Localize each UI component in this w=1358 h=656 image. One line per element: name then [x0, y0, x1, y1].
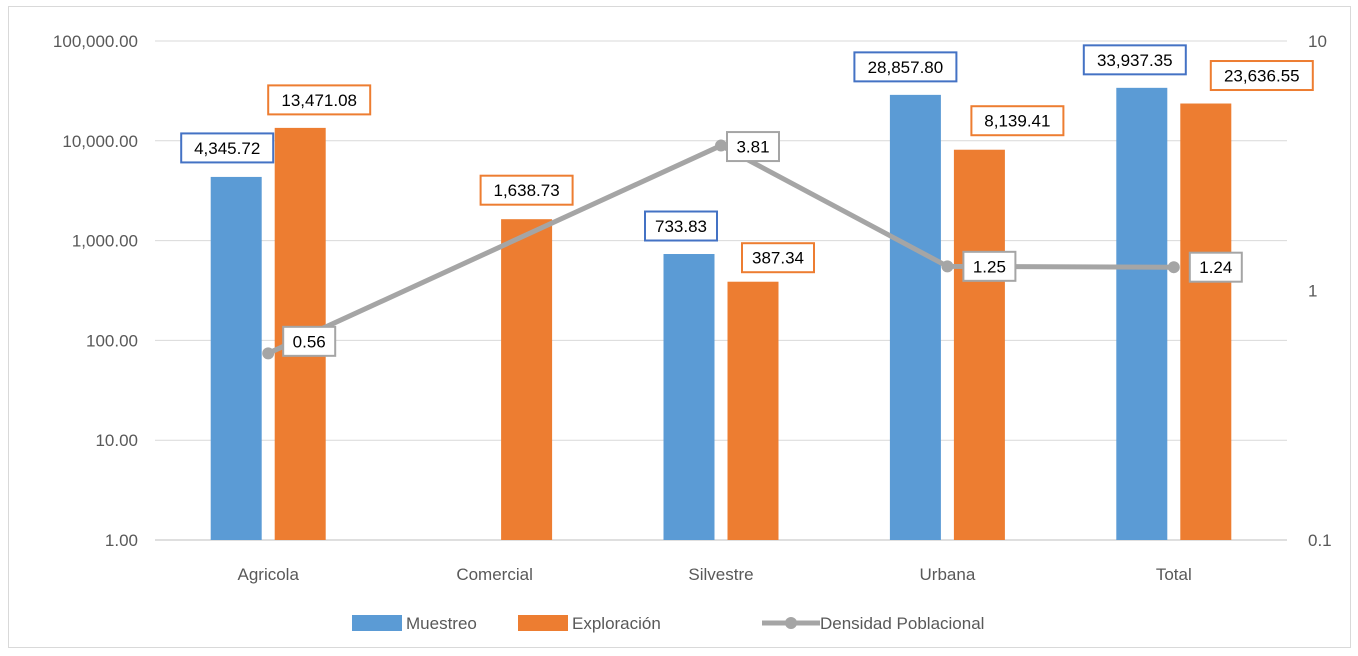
- legend-marker: [785, 617, 797, 629]
- bar-muestreo: [663, 254, 715, 540]
- legend-swatch: [352, 615, 402, 631]
- bars: [210, 87, 1232, 541]
- legend-label: Exploración: [572, 614, 661, 633]
- data-label-exploracin: 387.34: [752, 249, 804, 268]
- x-tick-label: Agricola: [237, 565, 299, 584]
- data-label-densidad-box: [282, 325, 337, 357]
- data-label-densidad-box: [726, 131, 780, 163]
- x-tick-label: Total: [1156, 565, 1192, 584]
- data-label-exploracin-box: [970, 105, 1065, 137]
- x-tick-label: Silvestre: [688, 565, 753, 584]
- line-point: [941, 260, 954, 273]
- line-series: [262, 139, 1180, 360]
- data-label-muestreo: 733.83: [655, 217, 707, 236]
- bar-exploracin: [1180, 103, 1232, 541]
- data-label-muestreo-box: [644, 210, 718, 242]
- bar-muestreo: [210, 176, 262, 540]
- y-left-tick-label: 100,000.00: [53, 32, 138, 51]
- data-label-densidad: 0.56: [293, 332, 326, 351]
- legend-swatch: [518, 615, 568, 631]
- line-point: [1167, 261, 1180, 274]
- data-label-muestreo: 4,345.72: [194, 139, 260, 158]
- data-label-densidad-box: [962, 250, 1017, 282]
- data-label-exploracin: 1,638.73: [494, 181, 560, 200]
- data-label-exploracin-box: [1209, 60, 1314, 92]
- bar-exploracin: [727, 281, 779, 540]
- data-label-muestreo: 33,937.35: [1097, 51, 1173, 70]
- data-label-densidad: 1.24: [1199, 258, 1232, 277]
- legend-label: Muestreo: [406, 614, 477, 633]
- x-tick-label: Comercial: [456, 565, 533, 584]
- data-label-exploracin: 13,471.08: [281, 91, 357, 110]
- data-label-muestreo: 28,857.80: [868, 58, 944, 77]
- data-label-muestreo-box: [180, 132, 275, 164]
- data-label-densidad-box: [1188, 251, 1243, 283]
- line-point: [715, 139, 727, 152]
- line-densidad: [267, 143, 1174, 356]
- y-left-tick-label: 10,000.00: [62, 132, 138, 151]
- axes: 1.00 10.00 100.00 1,000.00 10,000.00 100,000.…: [53, 32, 1332, 584]
- data-label-exploracin-box: [741, 242, 815, 274]
- x-tick-label: Urbana: [920, 565, 976, 584]
- data-label-exploracin: 8,139.41: [984, 112, 1050, 131]
- data-labels: 4,345.72 733.83 28,857.80 33,937.35 13,471.0…: [180, 44, 1314, 357]
- bar-exploracin: [953, 149, 1005, 540]
- line-point: [262, 347, 275, 360]
- data-label-muestreo-box: [853, 51, 958, 83]
- y-left-tick-label: 1.00: [105, 531, 138, 550]
- bar-exploracin: [501, 219, 553, 541]
- data-label-densidad: 1.25: [973, 257, 1006, 276]
- y-left-tick-label: 10.00: [95, 431, 138, 450]
- y-left-tick-label: 100.00: [86, 331, 138, 350]
- bar-muestreo: [889, 94, 941, 541]
- data-label-exploracin: 23,636.55: [1224, 67, 1300, 86]
- y-right-tick-label: 10: [1308, 32, 1327, 51]
- data-label-muestreo-box: [1082, 44, 1187, 76]
- data-label-densidad: 3.81: [736, 138, 769, 157]
- legend-label: Densidad Poblacional: [820, 614, 984, 633]
- data-label-exploracin-box: [267, 84, 372, 116]
- y-left-tick-label: 1,000.00: [72, 232, 138, 251]
- legend: Muestreo Exploración Densidad Poblacional: [352, 614, 984, 633]
- y-right-tick-label: 0.1: [1308, 531, 1332, 550]
- y-right-tick-label: 1: [1308, 282, 1317, 301]
- data-label-exploracin-box: [479, 174, 574, 206]
- bar-muestreo: [1116, 87, 1168, 540]
